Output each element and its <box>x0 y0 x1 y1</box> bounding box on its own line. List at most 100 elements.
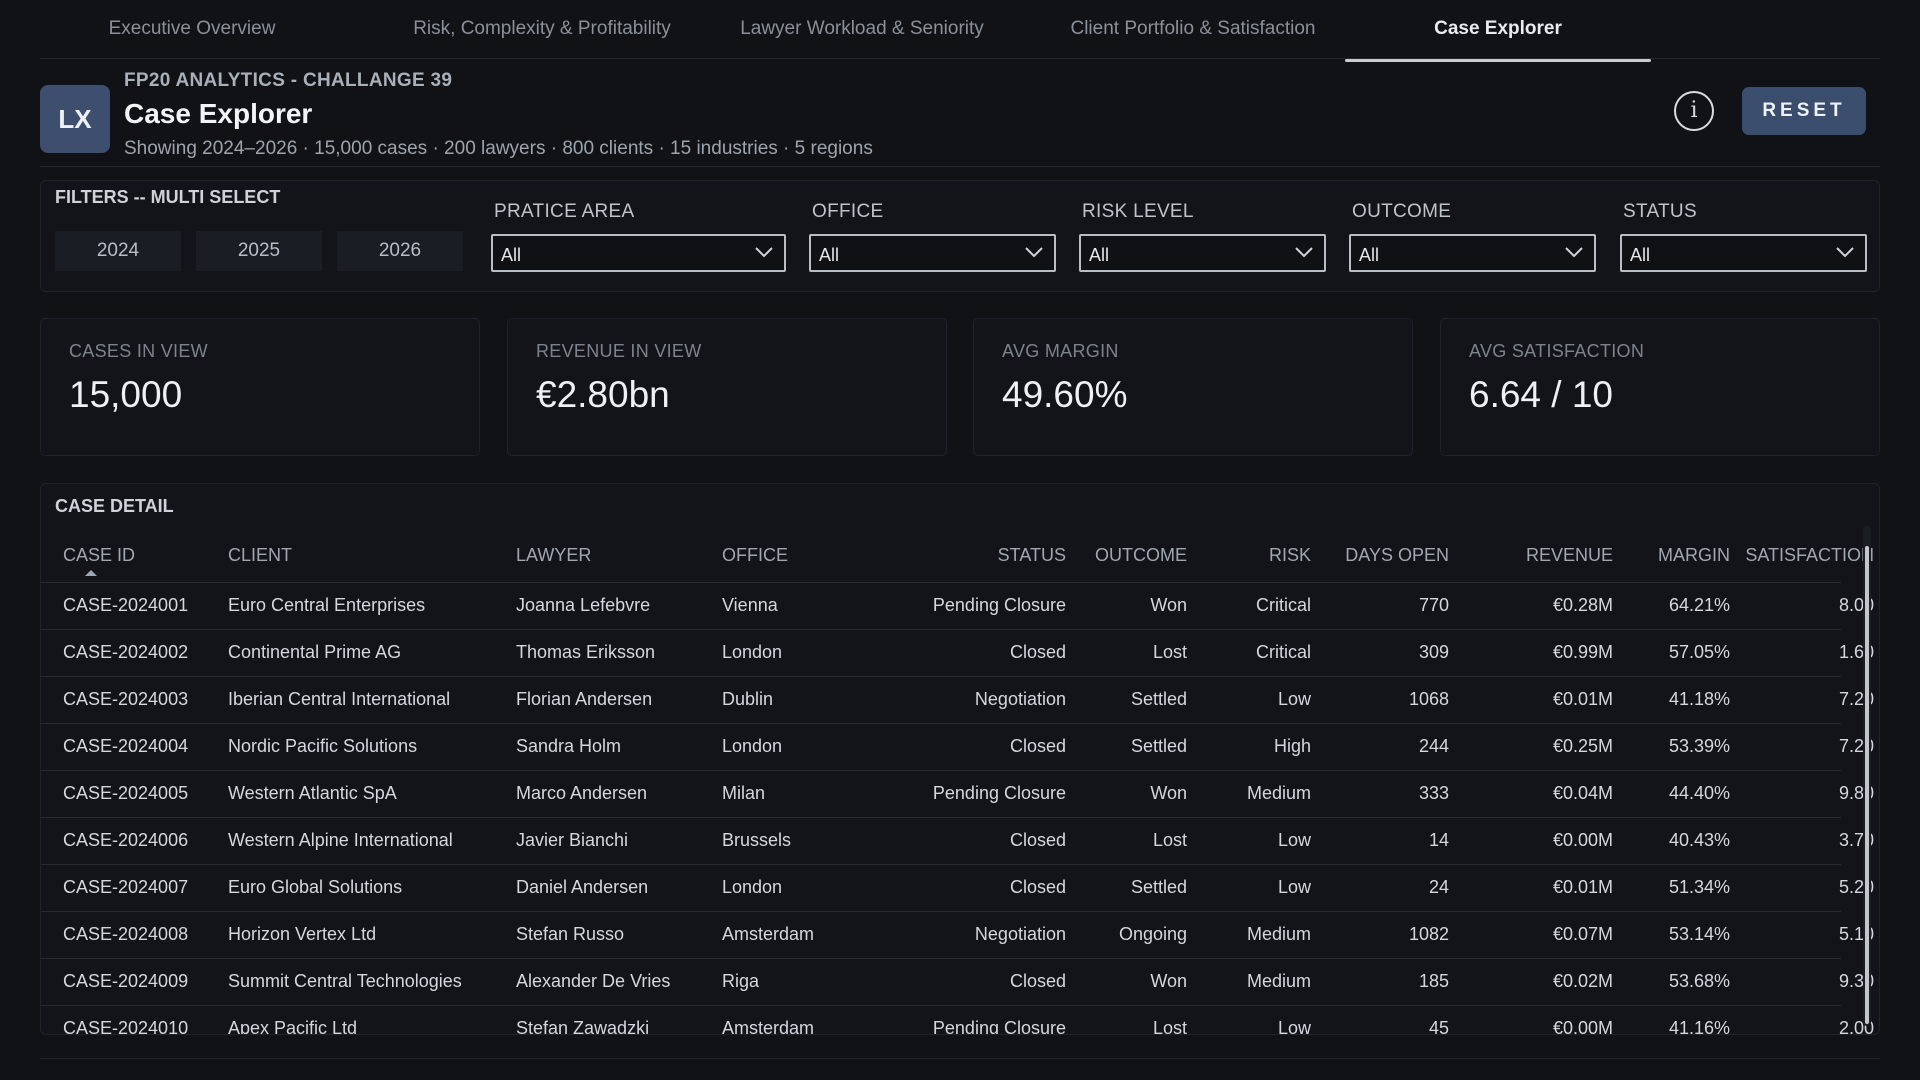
info-icon[interactable]: i <box>1674 91 1714 131</box>
tab-lawyer-workload-seniority[interactable]: Lawyer Workload & Seniority <box>740 18 984 39</box>
cell-client: Nordic Pacific Solutions <box>228 736 418 756</box>
cell-office: Riga <box>722 971 760 991</box>
cell-risk: Low <box>1277 689 1311 709</box>
cell-satisfaction: 7.20 <box>1838 736 1874 756</box>
cell-margin: 41.18% <box>1668 689 1730 709</box>
cell-lawyer: Stefan Zawadzki <box>516 1018 650 1035</box>
status-label: STATUS <box>1623 201 1697 222</box>
table-row[interactable]: CASE-2024001 Euro Central Enterprises Joan… <box>41 582 1874 630</box>
year-filter-2026[interactable]: 2026 <box>337 231 463 271</box>
cell-client: Western Alpine International <box>228 830 453 850</box>
column-header-risk[interactable]: RISK <box>1268 545 1311 565</box>
table-row[interactable]: CASE-2024002 Continental Prime AG Thomas E… <box>41 629 1874 677</box>
status-value: All <box>1630 245 1651 265</box>
cell-case-id: CASE-2024010 <box>63 1018 189 1035</box>
cell-satisfaction: 8.00 <box>1838 595 1874 615</box>
kpi-card-margin: AVG MARGIN 49.60% <box>973 318 1413 456</box>
table-row[interactable]: CASE-2024009 Summit Central Technologies A… <box>41 958 1874 1006</box>
cell-revenue: €0.99M <box>1552 642 1613 662</box>
cell-days-open: 24 <box>1428 877 1449 897</box>
cell-risk: Critical <box>1255 642 1311 662</box>
column-header-outcome[interactable]: OUTCOME <box>1095 545 1187 565</box>
cell-client: Horizon Vertex Ltd <box>228 924 377 944</box>
kpi-label: REVENUE IN VIEW <box>536 341 702 361</box>
cell-lawyer: Sandra Holm <box>516 736 622 756</box>
cell-client: Apex Pacific Ltd <box>228 1018 358 1035</box>
column-header-satisfaction[interactable]: SATISFACTION <box>1745 545 1874 565</box>
kpi-card-revenue: REVENUE IN VIEW €2.80bn <box>507 318 947 456</box>
tab-case-explorer-label: Case Explorer <box>1434 18 1562 39</box>
cell-lawyer: Alexander De Vries <box>516 971 671 991</box>
scrollbar-thumb[interactable] <box>1865 546 1869 1024</box>
outcome-label: OUTCOME <box>1352 201 1452 222</box>
status-select[interactable]: All <box>1620 234 1867 272</box>
tab-client-portfolio-satisfaction[interactable]: Client Portfolio & Satisfaction <box>1070 18 1316 39</box>
column-header-office[interactable]: OFFICE <box>722 545 788 565</box>
cell-office: Vienna <box>722 595 778 615</box>
cell-risk: Medium <box>1246 783 1311 803</box>
table-row[interactable]: CASE-2024005 Western Atlantic SpA Marco An… <box>41 770 1874 818</box>
cell-lawyer: Daniel Andersen <box>516 877 649 897</box>
cell-client: Euro Central Enterprises <box>228 595 426 615</box>
cell-revenue: €0.02M <box>1552 971 1613 991</box>
kpi-value: 49.60% <box>1002 374 1128 415</box>
cell-status: Negotiation <box>974 924 1066 944</box>
risk-level-label: RISK LEVEL <box>1082 201 1194 222</box>
cell-risk: Medium <box>1246 924 1311 944</box>
kpi-card-satisfaction: AVG SATISFACTION 6.64 / 10 <box>1440 318 1880 456</box>
cell-satisfaction: 1.60 <box>1838 642 1874 662</box>
cell-revenue: €0.00M <box>1552 1018 1613 1035</box>
cell-status: Negotiation <box>974 689 1066 709</box>
office-select[interactable]: All <box>809 234 1056 272</box>
column-header-lawyer[interactable]: LAWYER <box>516 545 592 565</box>
cell-outcome: Settled <box>1130 736 1187 756</box>
column-header-revenue[interactable]: REVENUE <box>1525 545 1613 565</box>
column-header-margin[interactable]: MARGIN <box>1658 545 1730 565</box>
cell-satisfaction: 2.00 <box>1838 1018 1874 1035</box>
sort-ascending-icon <box>85 570 97 576</box>
tab-risk-complexity-profitability[interactable]: Risk, Complexity & Profitability <box>413 18 671 39</box>
cell-revenue: €0.25M <box>1552 736 1613 756</box>
chevron-down-icon <box>1025 247 1043 258</box>
table-row[interactable]: CASE-2024003 Iberian Central Internationa… <box>41 676 1874 724</box>
table-row[interactable]: CASE-2024010 Apex Pacific Ltd Stefan Zawad… <box>41 1005 1874 1035</box>
column-header-client[interactable]: CLIENT <box>228 545 293 565</box>
cell-days-open: 770 <box>1418 595 1449 615</box>
chevron-down-icon <box>1295 247 1313 258</box>
column-header-status[interactable]: STATUS <box>997 545 1066 565</box>
table-row[interactable]: CASE-2024008 Horizon Vertex Ltd Stefan Rus… <box>41 911 1874 959</box>
cell-outcome: Won <box>1150 971 1187 991</box>
cell-margin: 44.40% <box>1668 783 1730 803</box>
cell-satisfaction: 3.70 <box>1838 830 1874 850</box>
kpi-card-cases: CASES IN VIEW 15,000 <box>40 318 480 456</box>
tab-executive-overview[interactable]: Executive Overview <box>108 18 276 39</box>
reset-button[interactable]: RESET <box>1742 87 1866 135</box>
cell-status: Pending Closure <box>932 595 1066 615</box>
cell-status: Pending Closure <box>932 1018 1066 1035</box>
cell-revenue: €0.07M <box>1552 924 1613 944</box>
column-header-case-id[interactable]: CASE ID <box>63 532 193 582</box>
risk-level-select[interactable]: All <box>1079 234 1326 272</box>
cell-outcome: Settled <box>1130 877 1187 897</box>
cell-case-id: CASE-2024006 <box>63 830 189 850</box>
cell-risk: Low <box>1277 877 1311 897</box>
case-detail-panel: CASE DETAIL CASE ID CLIENT LAWYER OFFICE STA… <box>40 483 1880 1035</box>
cell-revenue: €0.01M <box>1552 689 1613 709</box>
table-row[interactable]: CASE-2024007 Euro Global Solutions Daniel … <box>41 864 1874 912</box>
kpi-value: €2.80bn <box>536 374 670 415</box>
practice-area-select[interactable]: All <box>491 234 786 272</box>
cell-lawyer: Javier Bianchi <box>516 830 629 850</box>
year-filter-2024[interactable]: 2024 <box>55 231 181 271</box>
year-filter-2025[interactable]: 2025 <box>196 231 322 271</box>
table-row[interactable]: CASE-2024006 Western Alpine International… <box>41 817 1874 865</box>
tab-case-explorer[interactable]: Case Explorer <box>1345 0 1651 62</box>
cell-office: London <box>722 736 783 756</box>
cell-case-id: CASE-2024005 <box>63 783 189 803</box>
kpi-value: 6.64 / 10 <box>1469 374 1614 415</box>
cell-margin: 53.14% <box>1668 924 1730 944</box>
outcome-select[interactable]: All <box>1349 234 1596 272</box>
table-row[interactable]: CASE-2024004 Nordic Pacific Solutions Sand… <box>41 723 1874 771</box>
cell-office: Brussels <box>722 830 792 850</box>
cell-client: Iberian Central International <box>228 689 451 709</box>
column-header-days-open[interactable]: DAYS OPEN <box>1345 545 1449 565</box>
